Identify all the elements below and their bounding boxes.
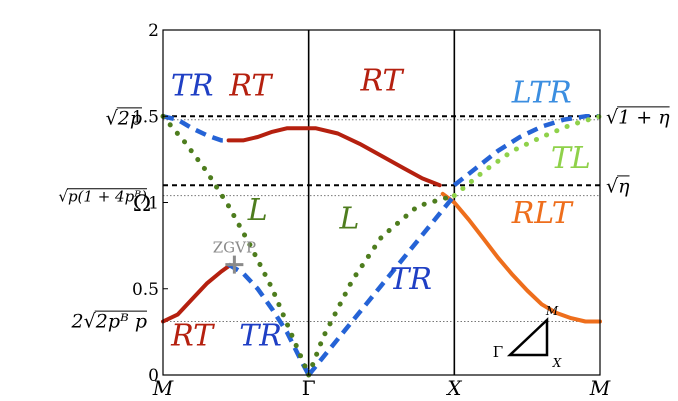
dispersion-branches — [160, 113, 603, 378]
branch-label-10: TR — [239, 319, 282, 354]
branch-dotted-9 — [451, 113, 603, 199]
branch-dashed-5 — [306, 194, 457, 377]
reference-right-label-1: √η — [606, 175, 630, 197]
annotation-0: ZGVP — [213, 239, 256, 274]
branch-dotted-8 — [306, 193, 457, 378]
branch-label-5: RLT — [511, 196, 574, 231]
axis-ticks: 0 0.5 1 1.5 2 M Γ X M — [132, 21, 611, 400]
zgvp-label: ZGVP — [213, 239, 256, 257]
branch-solid-2 — [440, 191, 602, 324]
branch-dotted-7 — [160, 113, 312, 378]
branch-label-7: L — [338, 201, 359, 236]
reference-lines: √2p √1 + η √η √p(1 + 4pᴮ) 2√2pᴮ p — [58, 106, 670, 332]
inset-corner-label-1: X — [552, 356, 562, 370]
branch-label-9: RT — [170, 319, 215, 354]
branch-label-3: LTR — [511, 75, 572, 110]
branch-solid-0 — [161, 264, 231, 324]
reference-left-label-0: √2p — [106, 107, 142, 129]
x-tick-label-3: M — [589, 376, 611, 400]
branch-dashed-6 — [452, 114, 600, 187]
brillouin-zone-inset: Γ X M — [493, 304, 562, 370]
x-tick-label-1: Γ — [302, 376, 316, 400]
y-tick-label-3: 1.5 — [132, 107, 159, 127]
reference-left-label-0-text: √2p — [106, 107, 142, 129]
y-axis-label: Ω — [133, 192, 151, 217]
annotations: ZGVP — [213, 239, 256, 274]
y-tick-label-2: 1 — [148, 194, 159, 214]
x-tick-label-0: M — [152, 376, 174, 400]
reference-left-label-3-text: √p(1 + 4pᴮ) — [58, 188, 147, 206]
reference-right-label-0-text: √1 + η — [606, 106, 670, 128]
reference-left-label-4: 2√2pᴮ p — [71, 311, 147, 333]
reference-left-label-4-text: 2√2pᴮ p — [71, 311, 147, 333]
inset-corner-label-0: Γ — [493, 343, 503, 361]
branch-label-6: L — [247, 193, 268, 228]
y-tick-label-4: 2 — [148, 21, 159, 41]
branch-label-4: TL — [551, 141, 591, 176]
inset-triangle — [506, 317, 549, 357]
branch-label-0: TR — [171, 69, 214, 104]
reference-left-label-3: √p(1 + 4pᴮ) — [58, 188, 147, 206]
reference-right-label-0: √1 + η — [606, 106, 670, 128]
branch-dashed-4 — [227, 262, 311, 377]
inset-corner-label-2: M — [545, 304, 559, 318]
y-tick-label-1: 0.5 — [132, 280, 159, 300]
branch-solid-1 — [226, 126, 442, 188]
reference-right-label-1-text: √η — [606, 175, 630, 197]
branch-dashed-3 — [162, 114, 229, 143]
branch-label-1: RT — [228, 69, 273, 104]
branch-label-8: TR — [389, 262, 432, 297]
y-tick-label-0: 0 — [148, 366, 159, 386]
branch-label-2: RT — [359, 63, 404, 98]
x-tick-label-2: X — [445, 376, 462, 400]
